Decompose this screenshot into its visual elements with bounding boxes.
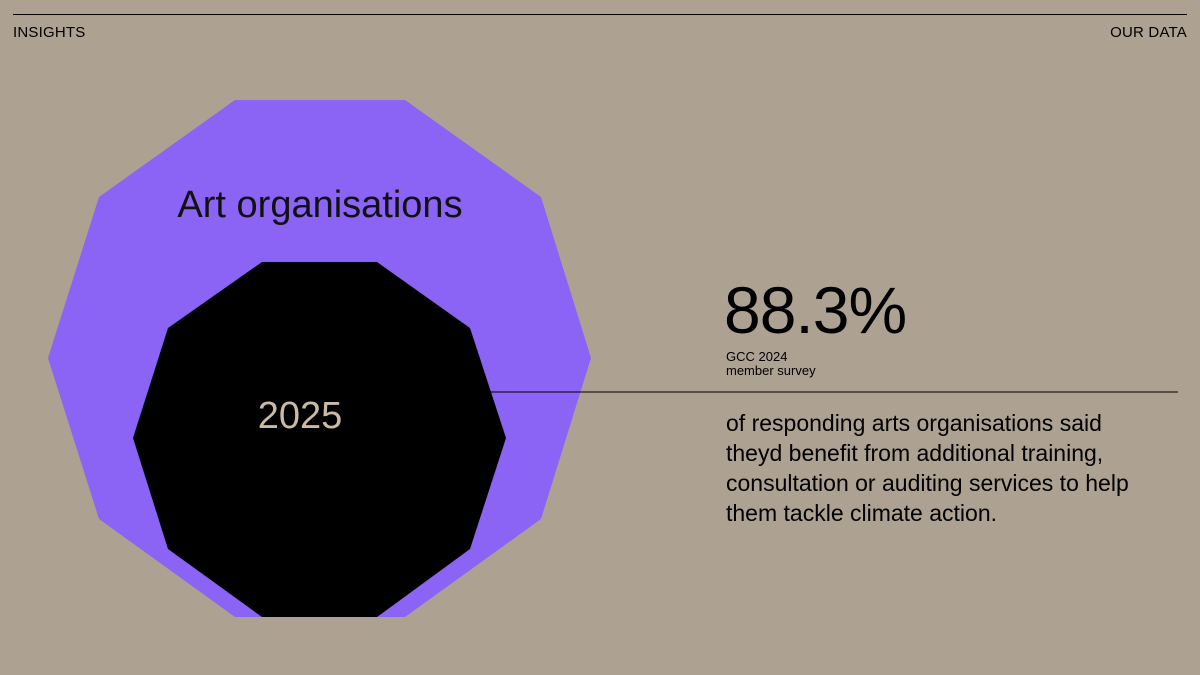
insights-link[interactable]: INSIGHTS (13, 24, 86, 41)
stat-source: GCC 2024 member survey (726, 350, 816, 378)
source-line-1: GCC 2024 (726, 349, 788, 364)
top-divider (13, 14, 1187, 15)
source-line-2: member survey (726, 363, 816, 378)
stat-description: of responding arts organisations said th… (726, 410, 1129, 526)
year-label: 2025 (257, 395, 343, 437)
stat-value: 88.3% (724, 273, 907, 347)
category-label: Art organisations (177, 184, 463, 226)
inner-decagon (133, 262, 506, 617)
our-data-link[interactable]: OUR DATA (1110, 24, 1187, 41)
